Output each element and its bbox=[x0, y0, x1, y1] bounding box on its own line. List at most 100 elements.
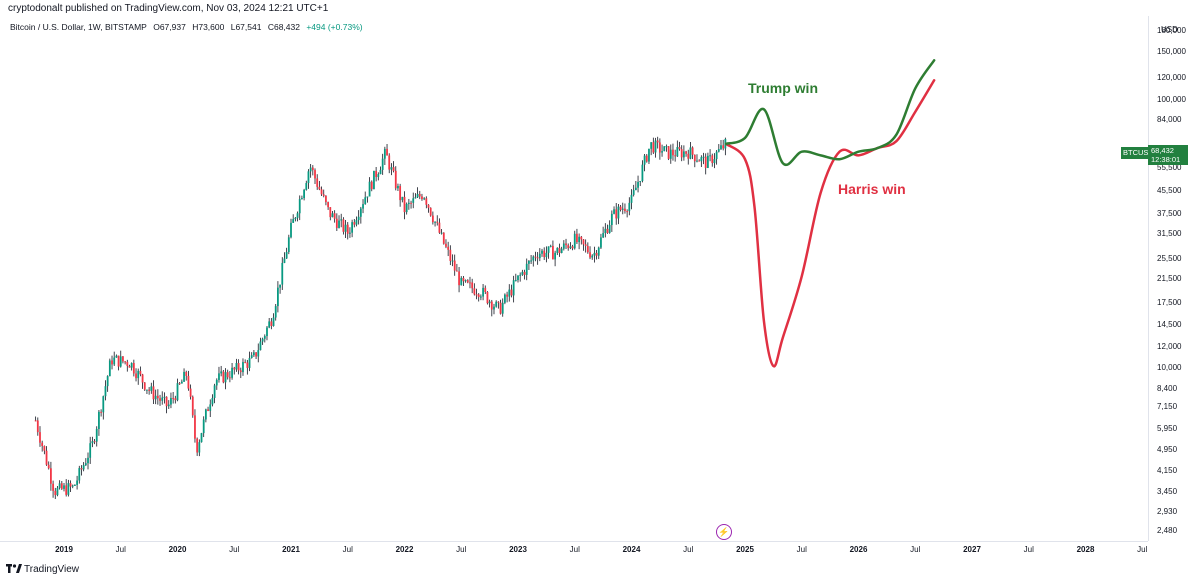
candle-body bbox=[124, 361, 127, 363]
tradingview-logo-icon[interactable] bbox=[6, 564, 22, 574]
candle-body bbox=[475, 294, 478, 296]
lightning-icon[interactable]: ⚡ bbox=[716, 524, 732, 540]
candle-body bbox=[228, 377, 231, 379]
candle-body bbox=[63, 485, 65, 489]
time-tick-label: Jul bbox=[342, 545, 353, 554]
candle-body bbox=[709, 155, 711, 157]
price-tick-label: 31,500 bbox=[1157, 229, 1182, 239]
candle-body bbox=[571, 246, 574, 249]
candle-body bbox=[401, 196, 404, 201]
candle-body bbox=[523, 271, 526, 275]
candle-body bbox=[322, 194, 325, 196]
candle-body bbox=[174, 398, 177, 401]
candle-body bbox=[353, 222, 356, 225]
candle-body bbox=[309, 167, 312, 172]
tradingview-brand[interactable]: TradingView bbox=[24, 564, 80, 575]
candle-body bbox=[36, 420, 39, 433]
candle-body bbox=[578, 236, 581, 243]
candle-body bbox=[65, 485, 68, 495]
candle-body bbox=[359, 208, 362, 217]
candle-body bbox=[569, 246, 572, 249]
candle-body bbox=[102, 396, 105, 413]
candle-body bbox=[632, 190, 635, 195]
candle-body bbox=[167, 404, 170, 407]
price-scale[interactable]: USD 180,000 150,000 120,000 100,000 84,000 55… bbox=[1148, 16, 1200, 541]
time-tick-label: 2019 bbox=[55, 545, 73, 554]
time-tick-label: 2026 bbox=[849, 545, 868, 554]
candle-body bbox=[621, 208, 624, 210]
candle-body bbox=[586, 245, 589, 253]
candle-body bbox=[143, 382, 146, 390]
candle-body bbox=[648, 148, 650, 162]
candle-body bbox=[139, 370, 142, 375]
candle-body bbox=[316, 178, 319, 187]
candle-body bbox=[346, 224, 349, 234]
candle-body bbox=[185, 371, 188, 376]
candle-body bbox=[626, 211, 629, 213]
price-tick-label: 100,000 bbox=[1157, 94, 1186, 104]
candle-body bbox=[52, 483, 54, 491]
time-axis[interactable]: 2019 Jul 2020 Jul 2021 Jul 2022 Jul 2023 Jul 2024 J… bbox=[0, 541, 1148, 558]
price-chart[interactable] bbox=[0, 16, 1148, 541]
harris-projection-line bbox=[724, 79, 936, 368]
candle-body bbox=[43, 446, 46, 451]
symbol-title[interactable]: Bitcoin / U.S. Dollar, 1W, BITSTAMP bbox=[10, 22, 147, 32]
candle-body bbox=[685, 151, 687, 154]
candle-body bbox=[560, 248, 563, 254]
candle-body bbox=[451, 260, 454, 262]
candle-body bbox=[608, 225, 611, 233]
currency-label: USD bbox=[1161, 25, 1178, 34]
candle-body bbox=[196, 438, 199, 453]
trump-projection-line bbox=[724, 59, 936, 166]
candle-body bbox=[281, 262, 284, 285]
candle-body bbox=[287, 237, 290, 253]
candle-body bbox=[191, 396, 194, 416]
price-tick-label: 14,500 bbox=[1157, 319, 1182, 329]
price-tick-label: 4,150 bbox=[1157, 465, 1178, 475]
candle-body bbox=[530, 260, 532, 262]
candle-body bbox=[700, 157, 703, 162]
candle-body bbox=[663, 146, 666, 152]
candle-body bbox=[538, 253, 541, 259]
candle-body bbox=[477, 294, 480, 298]
candle-body bbox=[447, 246, 450, 250]
candle-body bbox=[438, 222, 441, 233]
candle-body bbox=[528, 260, 530, 264]
candle-body bbox=[600, 237, 602, 248]
candle-body bbox=[552, 245, 554, 260]
candle-body bbox=[667, 146, 670, 159]
candle-body bbox=[335, 218, 338, 228]
candle-body bbox=[54, 490, 57, 496]
candle-body bbox=[562, 243, 565, 249]
candle-body bbox=[296, 213, 299, 218]
candle-body bbox=[634, 187, 637, 191]
candle-body bbox=[689, 147, 692, 159]
candle-body bbox=[386, 148, 388, 156]
candle-body bbox=[691, 147, 694, 155]
candle-body bbox=[717, 149, 720, 152]
candle-body bbox=[405, 203, 408, 213]
price-tick-label: 10,000 bbox=[1157, 363, 1182, 373]
candle-body bbox=[499, 302, 502, 314]
candle-body bbox=[665, 146, 668, 148]
time-tick-label: 2027 bbox=[963, 545, 981, 554]
candle-body bbox=[722, 145, 725, 149]
candle-body bbox=[338, 220, 340, 228]
candle-body bbox=[418, 193, 421, 197]
candle-body bbox=[45, 450, 48, 465]
candle-body bbox=[137, 370, 140, 379]
candle-body bbox=[100, 411, 103, 413]
candle-body bbox=[479, 296, 482, 298]
candle-body bbox=[211, 397, 214, 405]
candle-body bbox=[163, 396, 166, 398]
candle-body bbox=[696, 160, 698, 162]
candle-body bbox=[183, 371, 185, 382]
candle-body bbox=[698, 160, 701, 162]
candle-body bbox=[466, 280, 469, 283]
candle-body bbox=[189, 388, 192, 397]
candle-body bbox=[517, 275, 519, 281]
candle-body bbox=[558, 247, 561, 254]
candle-body bbox=[720, 145, 722, 150]
candle-body bbox=[187, 375, 190, 389]
candle-body bbox=[486, 291, 489, 304]
